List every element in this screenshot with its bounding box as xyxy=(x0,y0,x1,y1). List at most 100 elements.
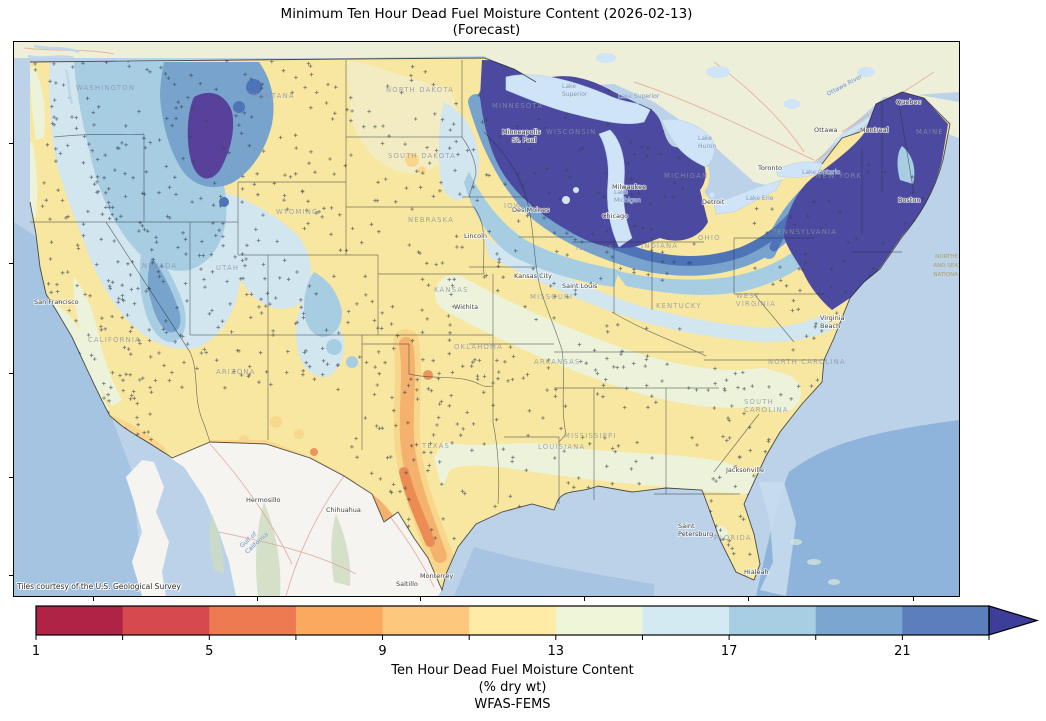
conus-outline xyxy=(29,57,951,592)
state-label: WISCONSIN xyxy=(546,128,596,136)
gulf-deep-water xyxy=(454,547,654,596)
caption-line-2: (% dry wt) xyxy=(478,680,547,695)
lake-erie xyxy=(713,179,783,215)
x-axis-tick xyxy=(93,597,94,601)
state-label: PENNSYLVANIA xyxy=(772,228,837,236)
pacific-deep-water xyxy=(14,222,144,596)
zone-dark-orange-spots xyxy=(310,370,433,456)
state-label: SOUTH DAKOTA xyxy=(388,152,456,160)
ocean-label: NORTHE xyxy=(935,254,958,260)
lake-label: Lake Ontario xyxy=(802,169,841,176)
city-label: Saltillo xyxy=(396,580,418,588)
state-label: MINNESOTA xyxy=(492,102,543,110)
atlantic-shelf xyxy=(759,482,796,596)
zone-dakotas-pale xyxy=(346,60,458,174)
y-axis-tick xyxy=(9,477,13,478)
state-label: NEBRASKA xyxy=(408,216,454,224)
colorbar-outline xyxy=(35,605,990,636)
city-label: Minneapolis xyxy=(502,128,541,136)
lake-label: Lake Superior xyxy=(618,93,660,100)
state-label: ARKANSAS xyxy=(534,358,580,366)
city-label: Lincoln xyxy=(464,232,487,240)
x-axis-tick xyxy=(257,597,258,601)
lake-huron xyxy=(661,119,715,168)
state-label: FLORIDA xyxy=(714,534,752,542)
city-label: Ottawa xyxy=(814,126,838,134)
colorbar-tick-label: 1 xyxy=(32,644,40,659)
x-axis-tick xyxy=(913,597,914,601)
state-label: LOUISIANA xyxy=(538,443,585,451)
city-label: Montreal xyxy=(860,126,889,134)
state-label: CALIFORNIA xyxy=(88,336,141,344)
city-label: Monterrey xyxy=(420,572,453,580)
title-line-1: Minimum Ten Hour Dead Fuel Moisture Cont… xyxy=(280,6,693,22)
colorbar: 1 5 9 13 17 21 xyxy=(32,605,1040,659)
y-axis-tick xyxy=(9,263,13,264)
colorbar-ticks xyxy=(35,635,990,640)
city-label: Quebec xyxy=(896,98,921,106)
lake-label: Lake Huron xyxy=(698,135,716,150)
y-axis-tick xyxy=(9,143,13,144)
state-label: NORTH CAROLINA xyxy=(768,358,846,366)
state-label: OHIO xyxy=(698,234,721,242)
atlantic-deep-water xyxy=(756,420,959,596)
zone-post-spots xyxy=(562,146,915,204)
ocean-label: NATIONA xyxy=(933,272,958,278)
state-label: NEVADA xyxy=(142,262,177,270)
state-label: WYOMING xyxy=(276,208,318,216)
state-boundaries xyxy=(30,60,915,505)
canada-land xyxy=(14,42,959,190)
state-label: MISSOURI xyxy=(530,293,573,301)
lake-superior xyxy=(505,74,651,124)
city-label: Saint Petersburg xyxy=(678,522,713,538)
state-label: NORTH DAKOTA xyxy=(386,86,454,94)
mexico-ridges xyxy=(209,502,351,596)
station-marker-cluster xyxy=(147,59,351,392)
colorbar-segments xyxy=(36,606,990,635)
colorbar-tick-label: 13 xyxy=(548,644,565,659)
state-label: INDIANA xyxy=(641,242,678,250)
map-labels: WASHINGTON MONTANA NORTH DAKOTA SOUTH DAKOT… xyxy=(33,72,958,588)
state-label: IOWA xyxy=(504,202,527,210)
bahamas xyxy=(790,539,840,585)
y-axis-tick xyxy=(9,575,13,576)
city-label: Chihuahua xyxy=(326,506,361,514)
mexico-land xyxy=(164,442,442,596)
city-label: Des Moines xyxy=(512,206,550,214)
lake-label: Lake Superior xyxy=(562,83,588,98)
colorbar-tick-labels: 1 5 9 13 17 21 xyxy=(32,644,911,659)
lake-label: Lake Erie xyxy=(746,195,774,202)
city-label: St. Paul xyxy=(512,136,537,144)
city-label: Virginia Beach xyxy=(820,314,845,330)
puget-sound-inlets xyxy=(27,44,80,105)
state-label: KENTUCKY xyxy=(656,302,702,310)
state-label: TEXAS xyxy=(421,442,450,450)
state-label: OKLAHOMA xyxy=(454,343,503,351)
state-label: NEW YORK xyxy=(816,172,862,180)
x-axis-tick xyxy=(420,597,421,601)
zone-purple-core-montana xyxy=(187,92,234,179)
state-label: WASHINGTON xyxy=(76,84,135,92)
tiles-attribution: Tiles courtesy of the U.S. Geological Su… xyxy=(17,582,181,591)
lake-michigan xyxy=(598,129,633,248)
state-label: ILLINOIS xyxy=(576,244,614,252)
city-label: Wichita xyxy=(454,303,478,311)
state-label: MAINE xyxy=(916,128,944,136)
colorbar-tick-label: 5 xyxy=(205,644,213,659)
zone-dark-blue-spots xyxy=(219,79,262,207)
great-lakes xyxy=(505,74,823,248)
lake-ontario xyxy=(775,161,823,178)
city-label: Milwaukee xyxy=(612,183,646,191)
city-label: Boston xyxy=(898,196,920,204)
city-label: Hialeah xyxy=(744,568,769,576)
colorbar-tick-label: 9 xyxy=(378,644,386,659)
city-label: Jacksonville xyxy=(725,466,764,474)
city-label: Detroit xyxy=(702,198,725,206)
map-svg: WASHINGTON MONTANA NORTH DAKOTA SOUTH DAKOT… xyxy=(14,42,959,596)
state-label: MICHIGAN xyxy=(664,172,708,180)
state-label: KANSAS xyxy=(434,286,469,294)
lake-label: Lake Michigan xyxy=(614,189,641,204)
caption-line-1: Ten Hour Dead Fuel Moisture Content xyxy=(391,663,634,678)
zone-dark-orange-core xyxy=(399,467,435,547)
